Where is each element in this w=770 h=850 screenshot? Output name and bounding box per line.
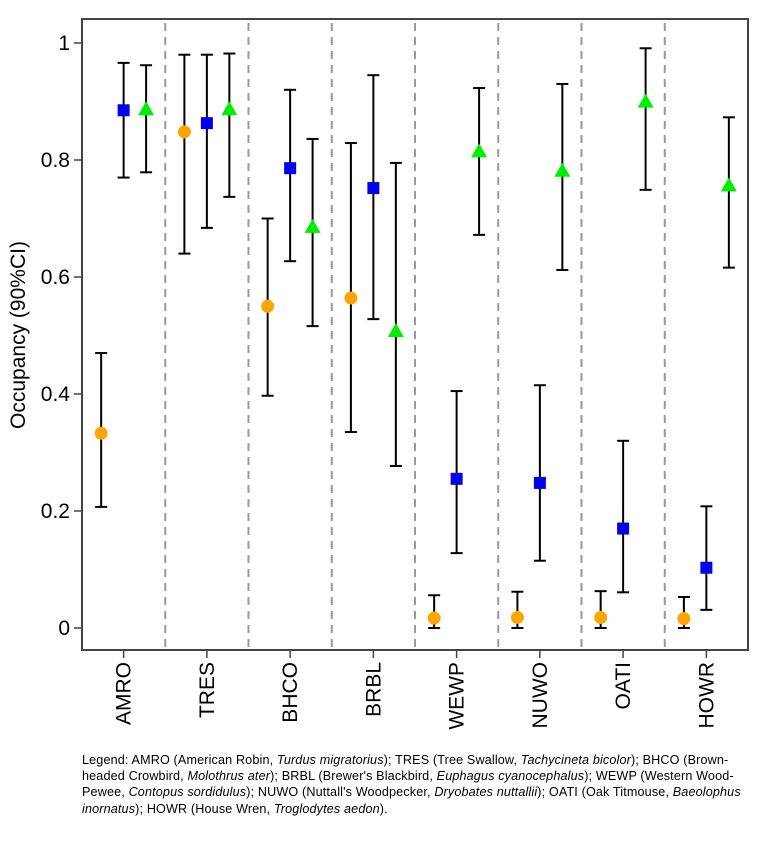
x-tick-label-amro: AMRO (113, 662, 136, 725)
triangle-marker-brbl (387, 322, 404, 337)
category-separators (164, 23, 666, 648)
y-axis-label: Occupancy (90%CI) (7, 241, 30, 429)
data-markers (94, 93, 737, 626)
circle-marker-bhco (261, 299, 275, 313)
x-tick-label-brbl: BRBL (362, 662, 385, 717)
legend-species-name: Tachycineta bicolor (520, 753, 631, 767)
square-marker-wewp (450, 472, 463, 485)
square-marker-nuwo (533, 476, 546, 489)
legend-text-segment: ); WEWP (Western Wood-Pewee, (82, 769, 734, 800)
legend-text-segment: ); BHCO (Brown-headed Crowbird, (82, 753, 729, 784)
triangle-marker-howr (720, 177, 737, 192)
legend-text-segment: ); HOWR (House Wren, (135, 801, 274, 816)
y-tick-label: 0.6 (41, 266, 70, 289)
y-tick-label: 0.4 (41, 383, 71, 406)
square-marker-amro (117, 104, 130, 117)
triangle-marker-bhco (304, 218, 321, 233)
square-marker-tres (200, 117, 213, 130)
x-tick-label-oati: OATI (612, 662, 635, 709)
legend-species-name: Molothrus ater (187, 769, 271, 784)
legend-species-name: Contopus sordidulus (128, 785, 247, 800)
square-marker-oati (617, 522, 630, 535)
plot-frame (81, 18, 749, 651)
triangle-marker-wewp (471, 143, 488, 158)
legend-species-name: Troglodytes aedon (273, 801, 380, 816)
x-tick-label-howr: HOWR (695, 662, 718, 729)
circle-marker-nuwo (510, 610, 524, 624)
legend-species-name: Euphagus cyanocephalus (436, 769, 585, 784)
x-tick-label-tres: TRES (196, 662, 219, 718)
y-tick-label: 1 (58, 32, 70, 55)
legend-species-name: Turdus migratorius (276, 753, 384, 767)
circle-marker-tres (177, 125, 191, 139)
legend-text-segment: ); BRBL (Brewer's Blackbird, (270, 769, 437, 784)
legend-caption: Legend: AMRO (American Robin, Turdus mig… (82, 752, 762, 817)
triangle-marker-amro (138, 101, 155, 116)
triangle-marker-oati (637, 93, 654, 108)
legend-text-segment: ); NUWO (Nuttall's Woodpecker, (246, 785, 435, 800)
circle-marker-howr (677, 612, 691, 626)
triangle-marker-tres (221, 101, 238, 116)
triangle-marker-nuwo (554, 162, 571, 177)
legend-text-segment: Legend: AMRO (American Robin, (82, 753, 277, 767)
occupancy-chart: 0 0.2 0.4 0.6 0.8 1 AMRO TRES BHCO BRBL WEWP NUWO O… (7, 18, 749, 730)
circle-marker-wewp (427, 611, 441, 625)
y-tick-label: 0.2 (41, 500, 70, 523)
circle-marker-amro (94, 426, 108, 440)
legend-text-segment: ). (379, 801, 388, 816)
legend-text-segment: ); OATI (Oak Titmouse, (537, 785, 673, 800)
x-tick-label-wewp: WEWP (446, 662, 469, 730)
circle-marker-oati (594, 610, 608, 624)
square-marker-howr (700, 561, 713, 574)
y-tick-label: 0.8 (41, 149, 70, 172)
square-marker-brbl (367, 182, 380, 195)
y-tick-label: 0 (58, 617, 70, 640)
x-tick-label-nuwo: NUWO (529, 662, 552, 729)
x-axis: AMRO TRES BHCO BRBL WEWP NUWO OATI HOWR (113, 650, 718, 730)
circle-marker-brbl (344, 291, 358, 305)
legend-text-segment: ); TRES (Tree Swallow, (383, 753, 521, 767)
square-marker-bhco (284, 162, 297, 175)
legend-species-name: Baeolophus inornatus (82, 785, 741, 816)
legend-species-name: Dryobates nuttallii (434, 785, 538, 800)
x-tick-label-bhco: BHCO (279, 662, 302, 723)
y-axis: 0 0.2 0.4 0.6 0.8 1 (41, 32, 82, 640)
